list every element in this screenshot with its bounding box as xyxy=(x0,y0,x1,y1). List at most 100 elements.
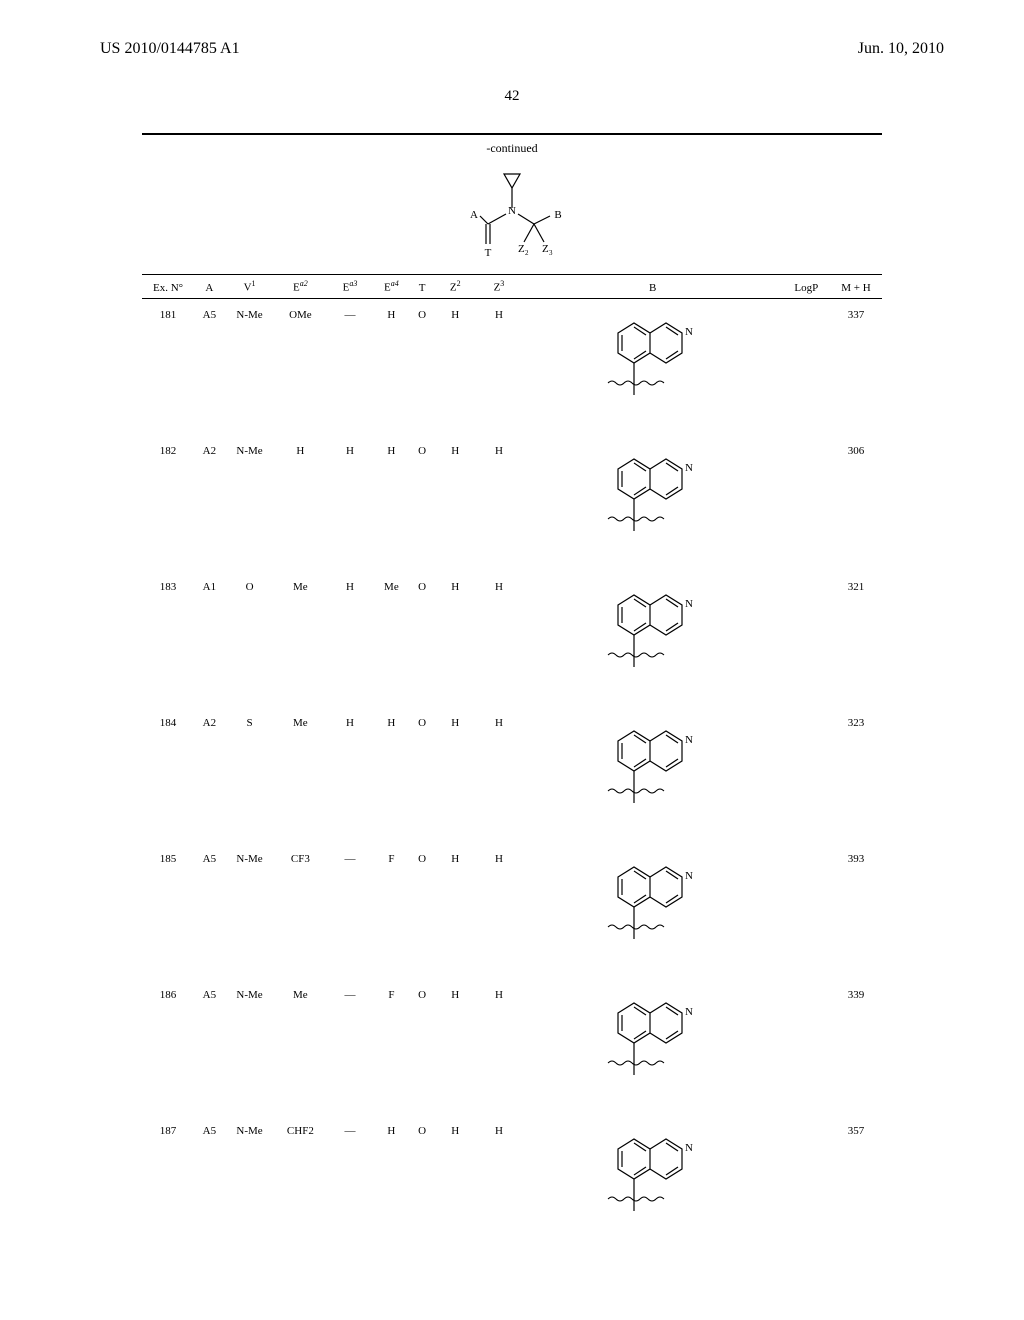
table-cell: N-Me xyxy=(225,1115,275,1251)
table-cell: Me xyxy=(274,979,326,1115)
table-cell: OMe xyxy=(274,298,326,435)
table-cell: N-Me xyxy=(225,843,275,979)
table-row: 182A2N-MeHHHOHH N 306 xyxy=(142,435,882,571)
generic-structure: N A T B Z 2 Z 3 xyxy=(142,160,882,274)
table-head: Ex. N° A V1 Ea2 Ea3 Ea4 T Z2 Z3 B LogP M… xyxy=(142,275,882,298)
col-ea4: Ea4 xyxy=(374,275,409,298)
svg-text:B: B xyxy=(554,209,561,221)
table-cell: H xyxy=(475,1115,522,1251)
table-cell: O xyxy=(409,843,435,979)
table-cell: 393 xyxy=(830,843,882,979)
table-cell: 183 xyxy=(142,571,194,707)
table-cell: Me xyxy=(274,707,326,843)
table-cell: — xyxy=(326,843,373,979)
col-z2: Z2 xyxy=(435,275,475,298)
b-structure-cell: N xyxy=(523,1115,783,1251)
scheme-svg: N A T B Z 2 Z 3 xyxy=(442,166,582,266)
col-exno: Ex. N° xyxy=(142,275,194,298)
svg-text:A: A xyxy=(470,209,478,221)
table-cell: H xyxy=(374,1115,409,1251)
table-cell: O xyxy=(409,435,435,571)
col-z3: Z3 xyxy=(475,275,522,298)
patent-number: US 2010/0144785 A1 xyxy=(100,40,240,58)
table-cell: 187 xyxy=(142,1115,194,1251)
table-container: -continued N A T xyxy=(142,133,882,1251)
b-structure-cell: N xyxy=(523,843,783,979)
table-cell: H xyxy=(435,298,475,435)
table-cell: N-Me xyxy=(225,435,275,571)
table-cell: 184 xyxy=(142,707,194,843)
b-structure-cell: N xyxy=(523,707,783,843)
svg-text:N: N xyxy=(508,205,516,217)
table-cell: H xyxy=(435,979,475,1115)
page-number: 42 xyxy=(0,88,1024,105)
svg-text:3: 3 xyxy=(549,249,553,257)
table-cell: H xyxy=(374,435,409,571)
table-cell: — xyxy=(326,1115,373,1251)
col-ea2: Ea2 xyxy=(274,275,326,298)
table-cell: O xyxy=(409,571,435,707)
table-cell xyxy=(783,843,830,979)
svg-text:N: N xyxy=(685,462,693,474)
svg-text:Z: Z xyxy=(542,243,549,255)
svg-text:T: T xyxy=(485,247,492,259)
table-cell: F xyxy=(374,979,409,1115)
table-cell: H xyxy=(475,571,522,707)
b-structure-cell: N xyxy=(523,298,783,435)
table-cell: 357 xyxy=(830,1115,882,1251)
table-cell xyxy=(783,298,830,435)
table-cell: H xyxy=(475,707,522,843)
col-a: A xyxy=(194,275,225,298)
svg-text:Z: Z xyxy=(518,243,525,255)
table-cell: O xyxy=(409,1115,435,1251)
table-cell: H xyxy=(435,843,475,979)
svg-text:2: 2 xyxy=(525,249,529,257)
svg-text:N: N xyxy=(685,1142,693,1154)
table-cell: 337 xyxy=(830,298,882,435)
patent-date: Jun. 10, 2010 xyxy=(858,40,944,58)
col-v1: V1 xyxy=(225,275,275,298)
col-logp: LogP xyxy=(783,275,830,298)
table-cell: H xyxy=(274,435,326,571)
col-ea3: Ea3 xyxy=(326,275,373,298)
table-cell: O xyxy=(225,571,275,707)
table-row: 185A5N-MeCF3—FOHH N 393 xyxy=(142,843,882,979)
table-cell: H xyxy=(435,1115,475,1251)
table-cell: H xyxy=(326,435,373,571)
header: US 2010/0144785 A1 Jun. 10, 2010 xyxy=(0,0,1024,66)
continued-label: -continued xyxy=(142,135,882,160)
table-cell: H xyxy=(475,298,522,435)
svg-text:N: N xyxy=(685,870,693,882)
svg-text:N: N xyxy=(685,1006,693,1018)
table-cell: Me xyxy=(374,571,409,707)
table-cell: H xyxy=(435,707,475,843)
col-t: T xyxy=(409,275,435,298)
table-row: 186A5N-MeMe—FOHH N 339 xyxy=(142,979,882,1115)
table-cell: H xyxy=(374,298,409,435)
table-row: 183A1OMeHMeOHH N 321 xyxy=(142,571,882,707)
table-cell: 321 xyxy=(830,571,882,707)
table-cell: A1 xyxy=(194,571,225,707)
table-cell: N-Me xyxy=(225,979,275,1115)
table-cell: O xyxy=(409,707,435,843)
table-cell: A5 xyxy=(194,843,225,979)
table-cell xyxy=(783,979,830,1115)
col-b: B xyxy=(523,275,783,298)
table-cell: O xyxy=(409,298,435,435)
table-cell: H xyxy=(475,435,522,571)
table-cell: CF3 xyxy=(274,843,326,979)
table-cell: — xyxy=(326,298,373,435)
table-cell: H xyxy=(435,571,475,707)
table-cell: S xyxy=(225,707,275,843)
table-cell: 339 xyxy=(830,979,882,1115)
table-cell: H xyxy=(475,979,522,1115)
table-cell: 185 xyxy=(142,843,194,979)
col-mh: M + H xyxy=(830,275,882,298)
table-cell: A5 xyxy=(194,298,225,435)
table-cell: O xyxy=(409,979,435,1115)
table-cell: H xyxy=(475,843,522,979)
table-cell: 306 xyxy=(830,435,882,571)
table-row: 184A2SMeHHOHH N 323 xyxy=(142,707,882,843)
table-cell: A5 xyxy=(194,1115,225,1251)
b-structure-cell: N xyxy=(523,571,783,707)
